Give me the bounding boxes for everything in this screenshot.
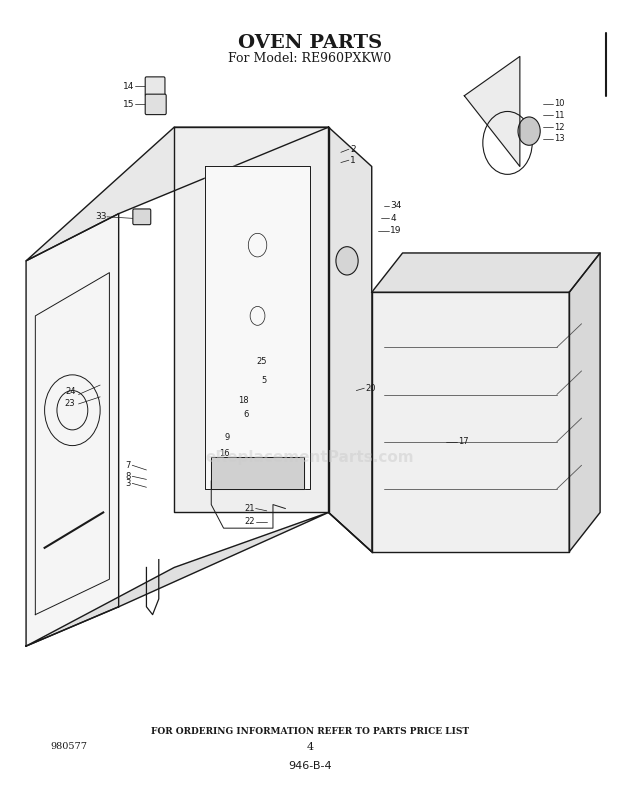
Polygon shape (372, 292, 569, 552)
Polygon shape (26, 512, 329, 646)
Text: 14: 14 (123, 82, 134, 91)
Text: 21: 21 (244, 504, 254, 513)
Text: 24: 24 (65, 387, 76, 397)
Text: 10: 10 (554, 99, 564, 108)
Text: 946-B-4: 946-B-4 (288, 761, 332, 771)
Text: 5: 5 (262, 376, 267, 385)
Text: eReplacementParts.com: eReplacementParts.com (206, 450, 414, 465)
Text: 8: 8 (126, 472, 131, 481)
Text: 4: 4 (306, 742, 314, 752)
Text: 25: 25 (256, 357, 267, 366)
Text: 16: 16 (219, 449, 230, 458)
Text: OVEN PARTS: OVEN PARTS (238, 35, 382, 52)
FancyBboxPatch shape (133, 209, 151, 225)
Circle shape (336, 247, 358, 275)
Text: 23: 23 (65, 399, 76, 408)
FancyBboxPatch shape (145, 77, 165, 95)
Polygon shape (174, 127, 329, 512)
Polygon shape (569, 253, 600, 552)
Text: 15: 15 (123, 100, 134, 109)
Text: 6: 6 (243, 410, 248, 420)
Polygon shape (26, 127, 329, 261)
Text: 33: 33 (95, 212, 106, 221)
Text: 11: 11 (554, 111, 564, 120)
Text: 2: 2 (350, 144, 356, 154)
Polygon shape (329, 127, 372, 552)
FancyBboxPatch shape (145, 94, 166, 114)
Polygon shape (464, 57, 520, 166)
Text: 20: 20 (366, 383, 376, 393)
Text: 13: 13 (554, 134, 564, 144)
Text: 19: 19 (390, 226, 402, 235)
Text: FOR ORDERING INFORMATION REFER TO PARTS PRICE LIST: FOR ORDERING INFORMATION REFER TO PARTS … (151, 727, 469, 735)
Polygon shape (211, 458, 304, 489)
Text: For Model: RE960PXKW0: For Model: RE960PXKW0 (228, 53, 392, 65)
Text: 18: 18 (237, 395, 248, 405)
Text: 980577: 980577 (51, 742, 88, 751)
Text: 17: 17 (458, 437, 469, 446)
Text: 12: 12 (554, 122, 564, 132)
Text: 3: 3 (126, 479, 131, 488)
Text: 7: 7 (126, 461, 131, 469)
Text: 34: 34 (390, 201, 402, 211)
Circle shape (518, 117, 540, 145)
Text: 4: 4 (390, 214, 396, 222)
Text: 1: 1 (350, 155, 356, 165)
Polygon shape (205, 166, 310, 489)
Polygon shape (26, 214, 118, 646)
Text: 22: 22 (244, 518, 254, 526)
Polygon shape (372, 253, 600, 292)
Text: 9: 9 (224, 433, 230, 443)
